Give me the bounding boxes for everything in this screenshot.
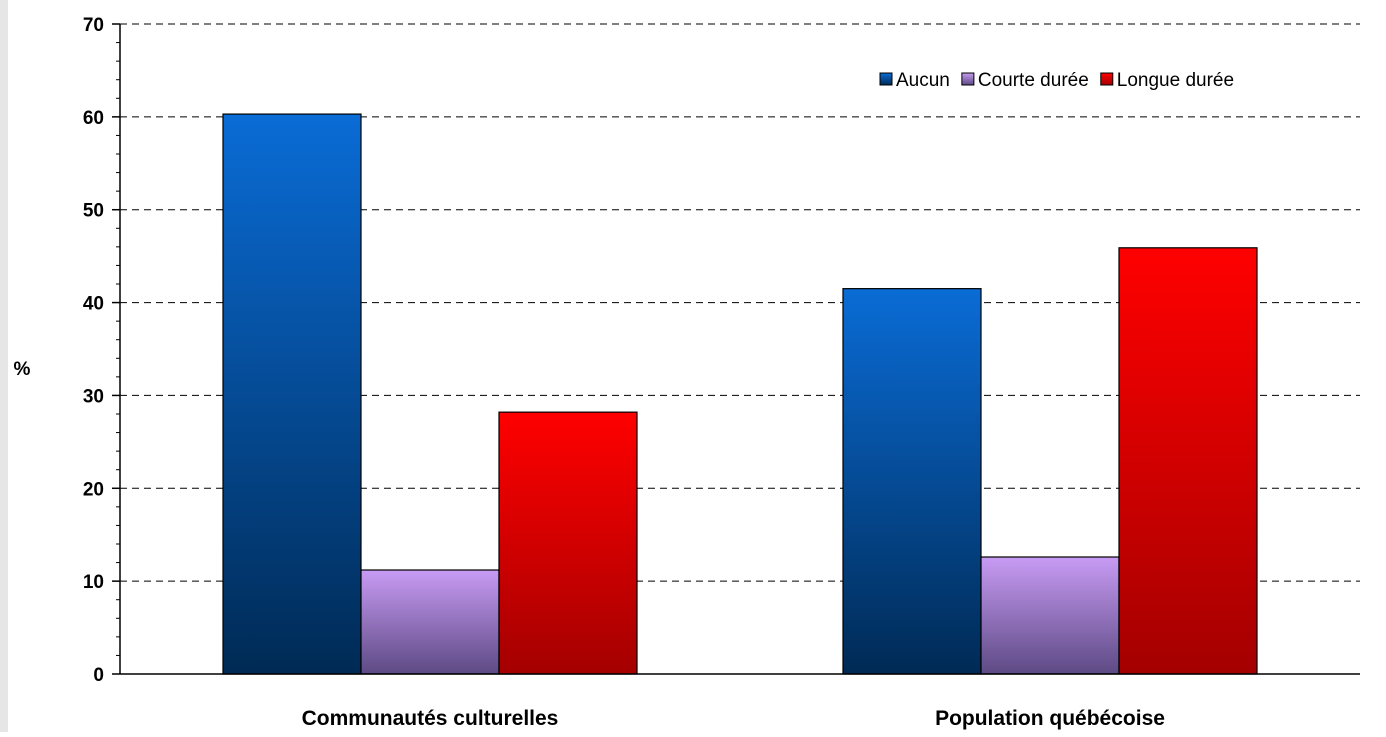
axes [112,23,1360,675]
y-tick-label: 60 [83,108,104,129]
bar-courte-durée-2 [980,556,1120,675]
bar-longue-durée-1 [498,411,638,675]
legend-label: Courte durée [978,70,1089,91]
x-category-label: Communautés culturelles [302,707,559,730]
legend: Aucun Courte durée Longue durée [879,70,1234,91]
legend-swatch-aucun [879,72,893,86]
bars [222,113,1258,675]
legend-label: Aucun [896,70,950,91]
legend-label: Longue durée [1117,70,1234,91]
y-tick-label: 70 [83,15,104,36]
y-axis-label: % [14,359,31,380]
bar-aucun-2 [842,288,982,675]
x-category-label: Population québécoise [935,707,1165,730]
left-border [0,0,8,732]
y-tick-label: 30 [83,386,104,407]
y-tick-label: 40 [83,294,104,315]
y-tick-label: 0 [93,665,104,686]
bar-courte-durée-1 [360,569,500,675]
y-tick-label: 20 [83,479,104,500]
legend-swatch-longue-durée [1100,72,1114,86]
bar-longue-durée-2 [1118,247,1258,675]
legend-swatch-courte-durée [961,72,975,86]
labels: 0 10 20 30 40 50 60 70% Communautés culturelles P… [14,15,1165,730]
bar-aucun-1 [222,113,362,675]
y-tick-label: 50 [83,201,104,222]
y-tick-label: 10 [83,572,104,593]
